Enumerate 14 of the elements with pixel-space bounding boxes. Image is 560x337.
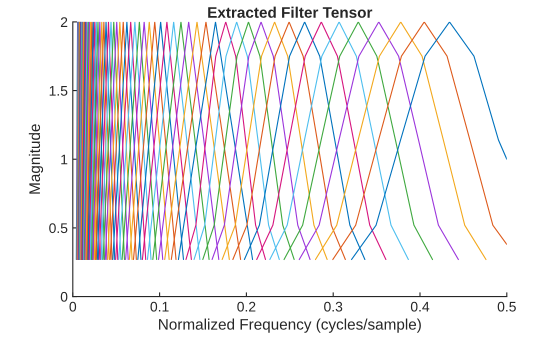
x-tick-label: 0.5 (498, 302, 516, 312)
y-tick-label: 1.5 (50, 86, 68, 96)
x-tick-label: 0 (69, 302, 76, 312)
x-tick-label: 0.2 (237, 302, 256, 312)
x-axis-title: Normalized Frequency (cycles/sample) (159, 318, 421, 333)
chart-title: Extracted Filter Tensor (208, 6, 372, 18)
y-tick-label: 0 (60, 292, 68, 302)
x-tick-label: 0.3 (324, 302, 342, 312)
x-tick-label: 0.1 (150, 302, 169, 312)
y-axis-title: Magnitude (28, 124, 44, 194)
y-tick-label: 0.5 (49, 223, 68, 234)
x-tick-label: 0.4 (410, 302, 430, 312)
y-tick-label: 1 (61, 154, 68, 164)
y-tick-label: 2 (60, 17, 68, 27)
